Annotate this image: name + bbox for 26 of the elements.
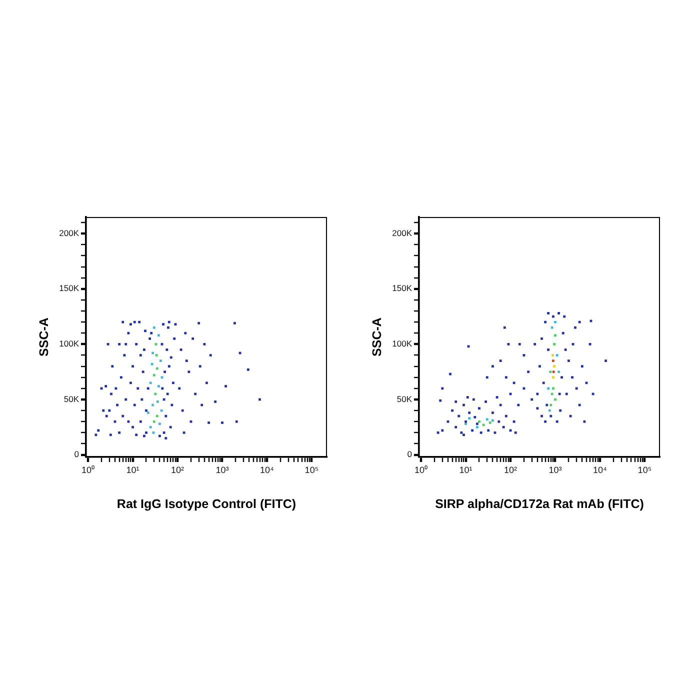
y-tick-label: 100K: [59, 338, 80, 349]
x-tick-label: 10²: [504, 464, 518, 475]
y-tick-label: 150K: [392, 283, 412, 294]
y-tick-label: 150K: [59, 283, 80, 294]
y-tick-label: 50K: [64, 394, 80, 404]
x-axis-title: Rat IgG Isotype Control (FITC): [116, 496, 296, 511]
x-axis-title: SIRP alpha/CD172a Rat mAb (FITC): [435, 496, 644, 511]
y-tick-label: 100K: [392, 338, 412, 349]
y-axis-title: SSC-A: [370, 318, 384, 356]
x-tick-label: 10²: [170, 464, 184, 475]
y-tick-label: 0: [407, 449, 412, 460]
x-tick-label: 10³: [216, 464, 229, 475]
x-tick-label: 10⁰: [82, 464, 95, 475]
x-tick-label: 10⁴: [260, 464, 274, 475]
x-tick-label: 10¹: [126, 464, 140, 475]
y-tick-label: 200K: [59, 228, 80, 238]
x-tick-label: 10⁰: [414, 464, 428, 475]
y-tick-label: 200K: [392, 228, 412, 238]
y-tick-label: 0: [74, 449, 80, 460]
y-tick-label: 50K: [396, 394, 412, 404]
y-axis-title: SSC-A: [36, 318, 51, 356]
x-tick-label: 10⁴: [593, 464, 608, 475]
x-tick-label: 10⁵: [304, 464, 319, 475]
x-tick-label: 10⁵: [638, 464, 652, 475]
x-tick-label: 10¹: [459, 464, 472, 475]
x-tick-label: 10³: [548, 464, 562, 475]
